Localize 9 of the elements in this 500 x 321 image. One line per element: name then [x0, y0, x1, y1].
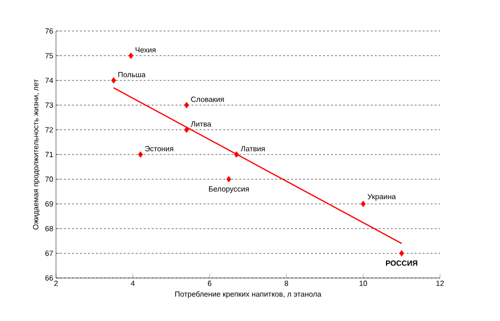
point: [360, 200, 366, 208]
point: [226, 176, 232, 182]
point: [399, 250, 404, 256]
point: [111, 77, 116, 84]
point: [184, 126, 190, 133]
point: [234, 151, 239, 158]
point: [138, 151, 143, 158]
point: [184, 102, 190, 108]
point: [128, 52, 134, 59]
